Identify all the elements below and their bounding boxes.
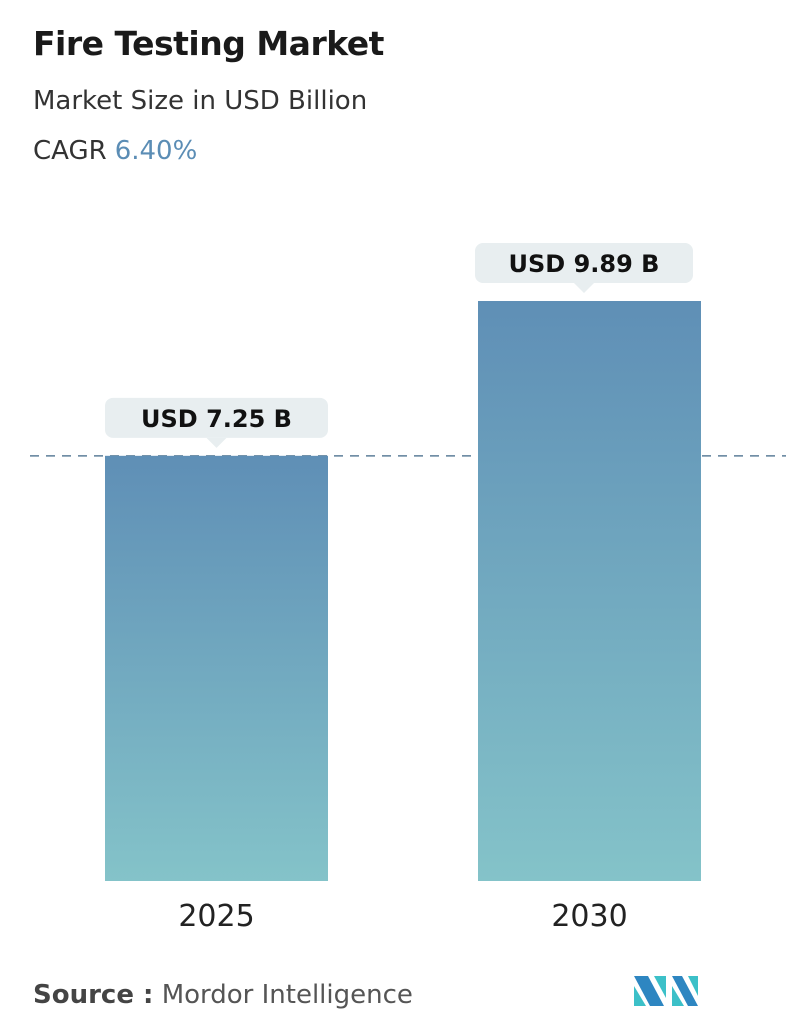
cagr-label: CAGR (33, 136, 107, 166)
bar-2025 (105, 455, 328, 881)
data-label: USD 7.25 B (141, 405, 292, 433)
data-label-pointer (206, 437, 227, 448)
data-label-pointer (574, 283, 594, 293)
cagr-value: 6.40% (114, 136, 198, 166)
x-tick-label: 2030 (551, 899, 627, 934)
source-label: Source : (33, 980, 154, 1010)
chart-title: Fire Testing Market (33, 24, 384, 63)
chart-subtitle: Market Size in USD Billion (33, 86, 368, 116)
x-tick-label: 2025 (178, 899, 254, 934)
data-label-box (475, 243, 693, 283)
data-label: USD 9.89 B (509, 250, 660, 278)
bar-2030 (478, 301, 701, 881)
mordor-logo (634, 976, 698, 1006)
source-value: Mordor Intelligence (161, 980, 413, 1010)
bar-chart: USD 7.25 B 2025 USD 9.89 B 2030 (30, 243, 786, 934)
source: Source : Mordor Intelligence (33, 980, 413, 1010)
data-label-box (105, 397, 328, 438)
cagr: CAGR 6.40% (33, 136, 197, 166)
